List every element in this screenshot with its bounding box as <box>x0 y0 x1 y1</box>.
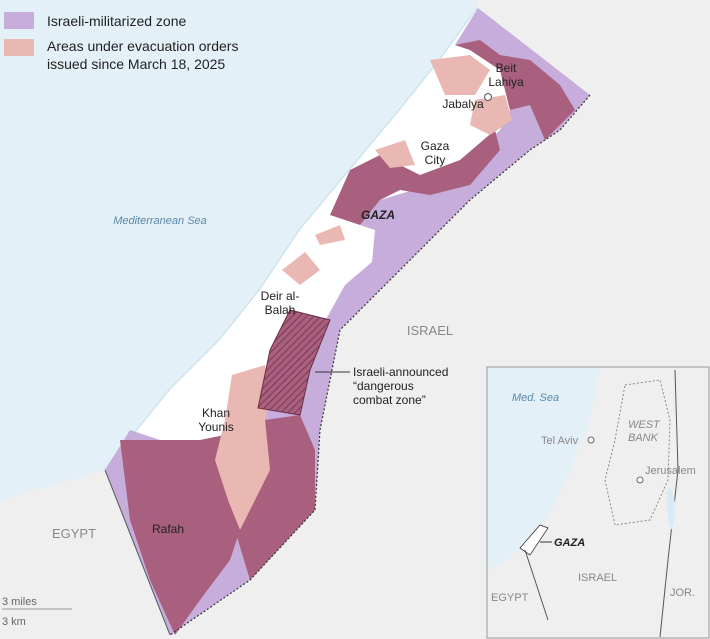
evacuation-area <box>282 252 320 285</box>
inset-west-bank <box>604 379 671 526</box>
place-label: Khan <box>202 406 230 420</box>
inset-gaza <box>519 524 549 556</box>
place-label: City <box>425 153 446 167</box>
legend-label: Areas under evacuation orders <box>47 38 238 54</box>
sea-label: Mediterranean Sea <box>113 215 207 227</box>
place-label: Jabalya <box>442 97 484 111</box>
overlap-zone <box>330 130 500 225</box>
inset-label: GAZA <box>554 537 585 549</box>
place-label: Balah <box>265 303 296 317</box>
annotation: combat zone” <box>353 393 426 407</box>
place-label: Gaza <box>421 139 450 153</box>
country-label: ISRAEL <box>407 323 453 338</box>
city-marker <box>484 93 492 101</box>
inset-label: BANK <box>628 432 659 444</box>
evacuation-area <box>430 55 490 95</box>
scale-label: 3 km <box>2 616 26 628</box>
country-label: EGYPT <box>52 526 96 541</box>
evacuation-area <box>375 140 415 168</box>
place-label: Rafah <box>152 522 184 536</box>
place-label: Younis <box>198 420 234 434</box>
evacuation-area <box>215 365 270 530</box>
sea-area <box>0 0 478 500</box>
combat-zone <box>257 309 331 416</box>
border <box>104 469 171 636</box>
place-label: Lahiya <box>488 75 524 89</box>
inset-sea-label: Med. Sea <box>512 392 559 404</box>
inset-label: Tel Aviv <box>541 435 579 447</box>
legend-swatch <box>4 12 34 29</box>
inset-label: WEST <box>628 419 661 431</box>
inset-dead-sea <box>667 485 676 530</box>
overlap-zone <box>235 415 315 580</box>
evacuation-area <box>315 225 345 245</box>
place-label: Beit <box>496 61 517 75</box>
evacuation-area <box>470 95 512 135</box>
annotation: “dangerous <box>353 379 414 393</box>
inset-sea <box>488 368 600 570</box>
border <box>169 94 591 636</box>
inset-label: JOR. <box>670 587 695 599</box>
annotation: Israeli-announced <box>353 365 448 379</box>
scale-label: 3 miles <box>2 596 37 608</box>
inset-label: ISRAEL <box>578 572 617 584</box>
legend-label: issued since March 18, 2025 <box>47 56 225 72</box>
place-label: GAZA <box>361 208 395 222</box>
inset-label: Jerusalem <box>645 465 696 477</box>
place-label: Deir al- <box>261 289 300 303</box>
city-marker <box>587 436 595 444</box>
inset-map: Med. Sea Tel Aviv WEST BANK Jerusalem GA… <box>486 366 710 639</box>
legend-label: Israeli-militarized zone <box>47 13 186 29</box>
inset-label: EGYPT <box>491 592 529 604</box>
city-marker <box>636 476 644 484</box>
legend-swatch <box>4 39 34 56</box>
overlap-zone <box>455 40 575 140</box>
inset-border <box>524 549 549 621</box>
